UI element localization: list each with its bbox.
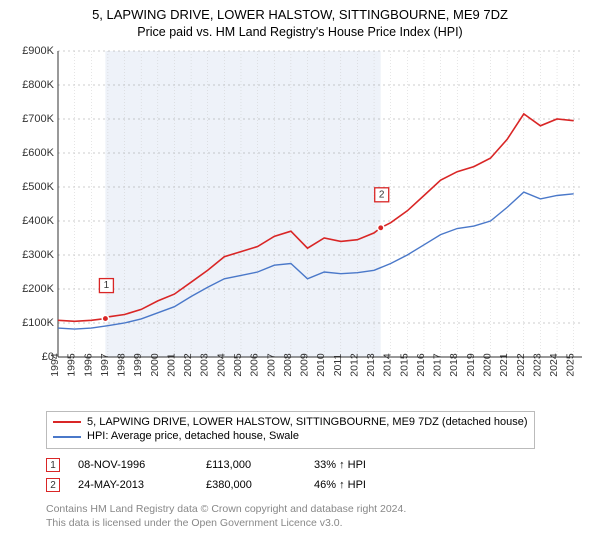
up-arrow-icon: ↑: [339, 459, 345, 471]
chart-plot: £0£100K£200K£300K£400K£500K£600K£700K£80…: [10, 45, 590, 405]
footer-line-1: Contains HM Land Registry data © Crown c…: [46, 503, 590, 517]
chart-title: 5, LAPWING DRIVE, LOWER HALSTOW, SITTING…: [10, 6, 590, 24]
legend-entry-series-b: HPI: Average price, detached house, Swal…: [53, 429, 528, 444]
sales-row: 1 08-NOV-1996 £113,000 33% ↑ HPI: [46, 455, 590, 475]
svg-text:£300K: £300K: [22, 249, 54, 261]
svg-text:£400K: £400K: [22, 215, 54, 227]
legend-entry-series-a: 5, LAPWING DRIVE, LOWER HALSTOW, SITTING…: [53, 415, 528, 430]
svg-text:£600K: £600K: [22, 147, 54, 159]
legend-label-b: HPI: Average price, detached house, Swal…: [87, 429, 299, 444]
chart-container: 5, LAPWING DRIVE, LOWER HALSTOW, SITTING…: [0, 0, 600, 560]
svg-text:2: 2: [379, 189, 385, 200]
sales-table: 1 08-NOV-1996 £113,000 33% ↑ HPI 2 24-MAY-201…: [46, 455, 590, 495]
chart-subtitle: Price paid vs. HM Land Registry's House …: [10, 25, 590, 39]
legend: 5, LAPWING DRIVE, LOWER HALSTOW, SITTING…: [46, 411, 535, 450]
svg-text:£800K: £800K: [22, 79, 54, 91]
sales-row: 2 24-MAY-2013 £380,000 46% ↑ HPI: [46, 475, 590, 495]
svg-text:£100K: £100K: [22, 317, 54, 329]
svg-text:£900K: £900K: [22, 45, 54, 57]
sale-pct: 33% ↑ HPI: [314, 459, 374, 471]
up-arrow-icon: ↑: [339, 479, 345, 491]
legend-swatch-b: [53, 436, 81, 438]
legend-swatch-a: [53, 421, 81, 423]
svg-text:£500K: £500K: [22, 181, 54, 193]
sale-price: £380,000: [206, 479, 296, 491]
sale-date: 08-NOV-1996: [78, 459, 188, 471]
footer-line-2: This data is licensed under the Open Gov…: [46, 517, 590, 531]
svg-text:1: 1: [104, 280, 110, 291]
svg-text:£200K: £200K: [22, 283, 54, 295]
sale-marker-box: 2: [46, 478, 60, 492]
sale-price: £113,000: [206, 459, 296, 471]
footer-attribution: Contains HM Land Registry data © Crown c…: [46, 503, 590, 530]
sale-pct: 46% ↑ HPI: [314, 479, 374, 491]
sale-date: 24-MAY-2013: [78, 479, 188, 491]
svg-text:£700K: £700K: [22, 113, 54, 125]
legend-label-a: 5, LAPWING DRIVE, LOWER HALSTOW, SITTING…: [87, 415, 528, 430]
sale-marker-box: 1: [46, 458, 60, 472]
